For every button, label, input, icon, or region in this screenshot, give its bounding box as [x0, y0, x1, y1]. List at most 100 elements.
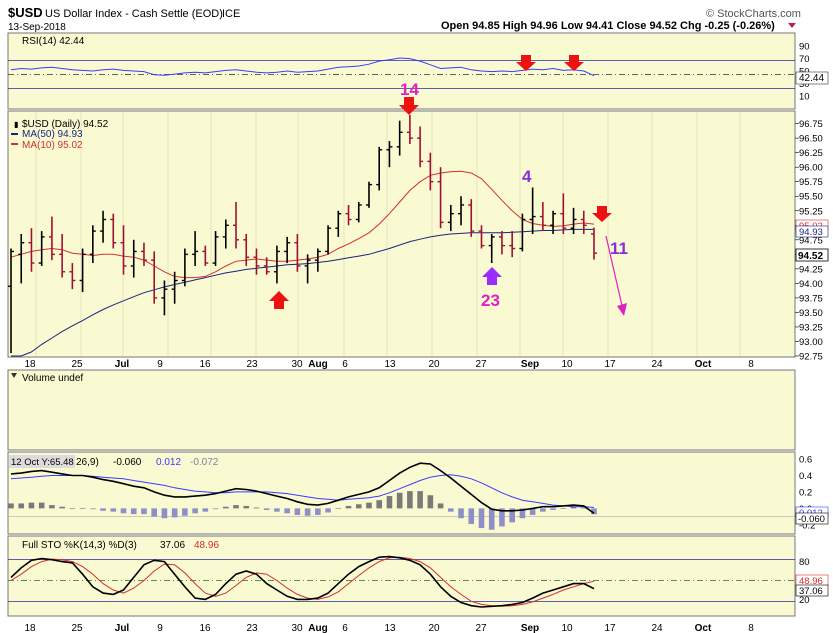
arrow-down-icon: [516, 55, 536, 71]
price-tick-label: 96.75: [799, 119, 823, 130]
price-tick-label: 96.25: [799, 148, 823, 159]
date-tick-label: Aug: [308, 623, 327, 633]
macd-hist-bar: [253, 507, 260, 509]
price-bar: [222, 219, 229, 249]
macd-tick-label: -0.2: [799, 520, 815, 531]
price-bar: [447, 204, 454, 232]
ma50-series-line: [11, 228, 594, 357]
price-bar: [263, 257, 270, 275]
date-tick-label: 23: [246, 359, 258, 370]
price-tick-label: 95.50: [799, 192, 823, 203]
macd-hist-bar: [366, 502, 372, 509]
price-tick-label: 95.25: [799, 206, 823, 217]
sto-panel: [7, 535, 796, 617]
dropdown-caret-icon[interactable]: [788, 23, 796, 28]
macd-hist-bar: [8, 503, 14, 509]
date-tick-label: 17: [604, 623, 616, 633]
sto-k-badge: [795, 584, 829, 597]
price-bar: [253, 248, 260, 275]
macd-signal-value: 0.012: [156, 457, 181, 468]
price-tick-label: 94.00: [799, 279, 823, 290]
price-bar: [580, 210, 587, 234]
arrow-up-icon: [482, 267, 502, 285]
sto-k-badge-value: 37.06: [799, 586, 823, 597]
date-tick-label: 20: [428, 359, 440, 370]
macd-hist-bar: [90, 508, 96, 510]
price-bar: [100, 210, 107, 243]
price-bar: [284, 236, 291, 264]
macd-hist-bar: [458, 508, 464, 519]
arrow-down-icon: [592, 206, 612, 222]
macd-tick-label: 0.2: [799, 487, 812, 498]
macd-badge-value: -0.060: [798, 514, 825, 525]
price-bar: [59, 234, 66, 278]
macd-hist-bar: [59, 506, 65, 509]
price-bar: [365, 181, 372, 208]
date-tick-label: 24: [651, 359, 663, 370]
macd-hist-value: -0.072: [190, 457, 219, 468]
macd-hist-bar: [304, 508, 311, 516]
macd-signal-line: [10, 474, 595, 508]
price-legend: $USD (Daily) 94.52: [22, 119, 109, 130]
price-bar: [48, 216, 55, 261]
collapse-caret-icon[interactable]: [11, 373, 17, 378]
macd-hist-bar: [396, 492, 403, 509]
macd-hist-bar: [519, 508, 526, 519]
macd-hist-bar: [580, 507, 587, 509]
date-tick-label: 27: [475, 359, 487, 370]
macd-hist-bar: [570, 506, 577, 509]
price-bar: [181, 248, 188, 287]
macd-hist-bar: [38, 502, 45, 509]
macd-hist-bar: [550, 508, 556, 511]
price-bar: [18, 234, 25, 284]
price-panel: [7, 110, 796, 358]
price-bar: [437, 167, 444, 229]
crosshair-date-box: [9, 455, 75, 468]
price-bar: [427, 152, 434, 191]
price-bar: [212, 231, 219, 266]
macd-hist-bar: [540, 508, 546, 512]
arrow-down-icon: [564, 55, 584, 71]
last-price-badge: [795, 248, 829, 262]
price-bar: [417, 126, 424, 168]
price-tick-label: 96.00: [799, 163, 823, 174]
macd-hist-bar: [49, 505, 55, 509]
annotation-11: 11: [610, 239, 628, 258]
date-tick-label: 13: [384, 623, 396, 633]
chart-date: 13-Sep-2018: [8, 22, 66, 33]
projection-arrow: [605, 235, 624, 311]
price-bar: [560, 193, 567, 234]
date-tick-label: 18: [24, 359, 36, 370]
rsi-last-value: 42.44: [799, 73, 824, 84]
price-bar: [171, 271, 178, 304]
price-tick-label: 96.50: [799, 134, 823, 145]
date-tick-label: 13: [384, 359, 396, 370]
brand-watermark: © StockCharts.com: [706, 8, 801, 20]
macd-hist-bar: [325, 508, 331, 513]
annotation-23: 23: [481, 291, 500, 310]
date-tick-label: 23: [246, 623, 258, 633]
bar-chart-icon: ▮: [14, 120, 18, 129]
macd-tick-label: 0.6: [799, 455, 812, 466]
price-bar: [130, 239, 137, 278]
price-tick-label: 93.75: [799, 293, 823, 304]
last-price-value: 94.52: [798, 251, 823, 262]
price-bar: [69, 263, 76, 290]
price-bar: [519, 213, 526, 252]
date-axis-top: 18 25 Jul 9 16 23 30 Aug 6 13 20 27 Sep 10 17 24 Oct 8: [24, 359, 754, 370]
price-bar: [570, 207, 577, 234]
macd-hist-bar: [437, 503, 444, 509]
annotation-14: 14: [400, 80, 419, 99]
ohlc-summary: Open 94.85 High 94.96 Low 94.41 Close 94…: [441, 20, 775, 32]
rsi-tick-label: 30: [799, 79, 810, 90]
price-bar: [243, 234, 250, 266]
ma50-badge: [795, 225, 829, 238]
price-bar: [509, 231, 516, 258]
macd-hist-bar: [182, 508, 188, 516]
macd-hist-bar: [192, 508, 198, 514]
rsi-tick-label: 90: [799, 42, 810, 53]
macd-hist-bar: [243, 505, 250, 509]
price-bar: [161, 280, 168, 316]
macd-hist-bar: [560, 508, 567, 509]
